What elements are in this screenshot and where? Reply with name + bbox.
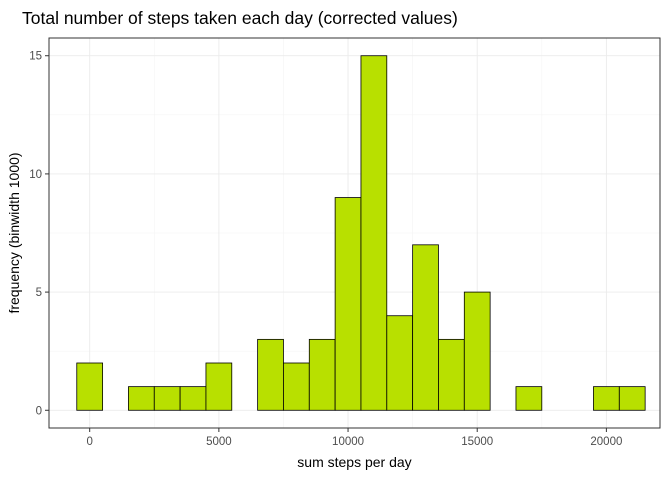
y-tick-label: 0 (36, 405, 42, 417)
x-tick-label: 5000 (206, 436, 232, 448)
histogram-bar (463, 291, 491, 411)
histogram-bar (205, 362, 233, 411)
histogram-bar (618, 386, 646, 411)
x-tick-label: 0 (86, 436, 92, 448)
histogram-bar (153, 386, 181, 411)
y-tick-label: 15 (29, 51, 42, 63)
histogram-bar (334, 197, 362, 411)
histogram-bar (257, 338, 284, 411)
histogram-bar (179, 386, 207, 411)
histogram-bar (283, 362, 310, 411)
plot-panel-border (48, 37, 661, 429)
y-tick-label: 10 (29, 169, 42, 181)
histogram-bar (76, 362, 104, 411)
axis-ticks: 0 5000 10000 15000 20000 0 5 10 15 (29, 51, 622, 448)
y-axis-title: frequency (binwidth 1000) (6, 152, 22, 313)
y-tick-label: 5 (36, 287, 42, 299)
histogram-bar (360, 55, 388, 411)
histogram-bar (438, 338, 465, 411)
x-tick-label: 15000 (461, 436, 493, 448)
histogram-bar (386, 315, 414, 411)
histogram-bar (593, 386, 620, 411)
x-axis-title: sum steps per day (297, 454, 411, 470)
histogram-bar (308, 338, 336, 411)
histogram-bars (76, 55, 646, 411)
histogram-bar (412, 244, 439, 411)
x-tick-label: 20000 (590, 436, 622, 448)
chart-title: Total number of steps taken each day (co… (22, 8, 458, 28)
histogram-bar (128, 386, 155, 411)
histogram-bar (515, 386, 543, 411)
x-tick-label: 10000 (332, 436, 364, 448)
